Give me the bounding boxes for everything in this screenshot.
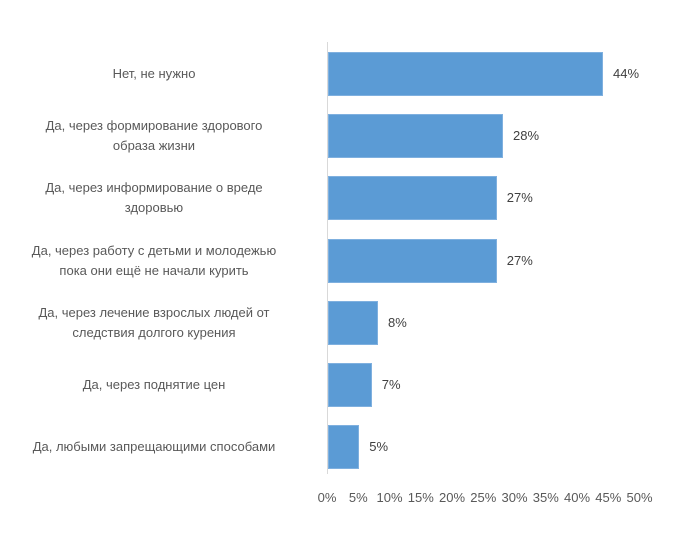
bar <box>328 238 497 283</box>
category-label: Да, через информирование о вреде здоровью <box>0 176 314 220</box>
x-tick-label: 0% <box>317 490 337 505</box>
value-label: 7% <box>381 377 401 392</box>
category-label-line: образа жизни <box>112 138 196 154</box>
x-tick-label: 45% <box>595 490 622 505</box>
category-label-line: следствия долгого курения <box>72 324 236 340</box>
value-label: 27% <box>506 252 533 268</box>
category-label-line: Да, через работу с детьми и молодежью <box>31 242 277 258</box>
category-label-line: Да, через формирование здорового <box>45 118 263 134</box>
value-label: 8% <box>388 314 407 330</box>
category-label: Нет, не нужно <box>0 52 314 96</box>
x-tick-label: 25% <box>470 490 497 505</box>
category-label: Да, через работу с детьми и молодежью пок… <box>0 239 314 283</box>
category-label-line: Да, через информирование о вреде <box>45 180 263 196</box>
bar <box>328 363 372 407</box>
x-tick-label: 15% <box>407 490 434 505</box>
x-tick-label: 30% <box>501 490 528 505</box>
x-tick-label: 50% <box>626 490 653 505</box>
x-tick-label: 5% <box>348 490 368 505</box>
value-label: 28% <box>513 128 540 144</box>
category-label-line: Да, любыми запрещающими способами <box>32 439 276 455</box>
x-tick-label: 35% <box>532 490 559 505</box>
x-tick-label: 40% <box>563 490 591 505</box>
category-label-line: здоровью <box>124 200 184 216</box>
category-label: Да, через поднятие цен <box>0 363 314 407</box>
bar <box>328 425 360 470</box>
x-tick-label: 20% <box>438 490 466 505</box>
category-label: Да, любыми запрещающими способами <box>0 425 314 469</box>
category-label-line: Нет, не нужно <box>112 66 196 81</box>
value-label: 27% <box>506 190 533 206</box>
category-label-line: пока они ещё не начали курить <box>59 262 249 278</box>
value-label: 5% <box>369 439 389 455</box>
category-label-line: Да, через поднятие цен <box>82 377 226 392</box>
category-label: Да, через формирование здорового образа ж… <box>0 114 314 158</box>
value-label: 44% <box>613 66 640 81</box>
bar <box>328 300 378 345</box>
bar <box>328 176 497 221</box>
category-axis-line <box>327 42 328 474</box>
category-label-line: Да, через лечение взрослых людей от <box>38 304 270 320</box>
bar <box>328 52 603 96</box>
bar <box>328 114 503 159</box>
category-label: Да, через лечение взрослых людей от следс… <box>0 301 314 345</box>
x-tick-label: 10% <box>376 490 403 505</box>
